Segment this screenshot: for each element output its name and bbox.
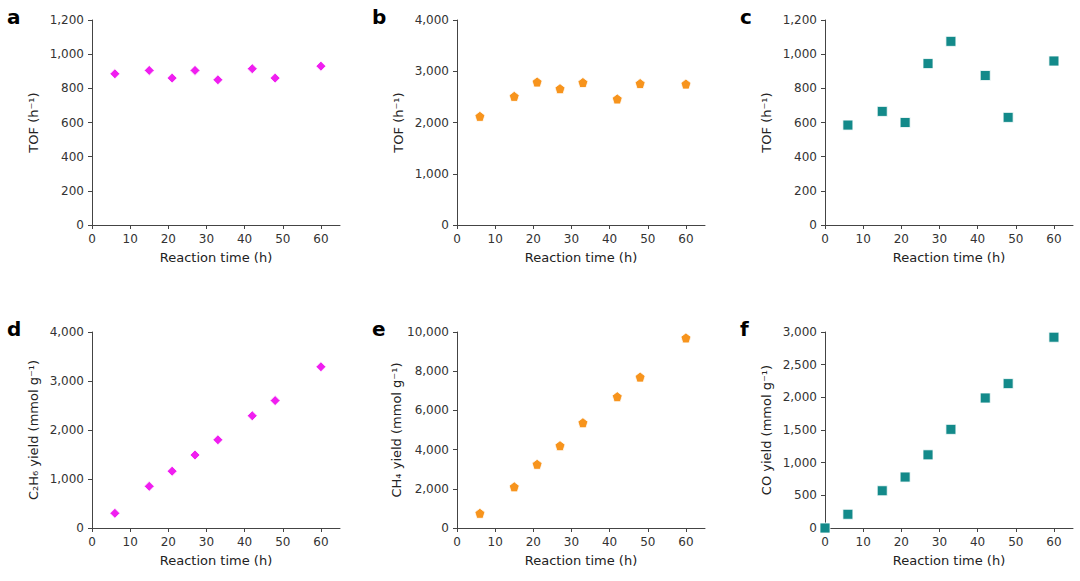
svg-text:10: 10 — [123, 232, 138, 246]
svg-text:Reaction time (h): Reaction time (h) — [160, 553, 272, 568]
svg-text:0: 0 — [88, 535, 96, 549]
svg-text:50: 50 — [1008, 535, 1023, 549]
svg-text:2,000: 2,000 — [50, 423, 84, 437]
svg-text:Reaction time (h): Reaction time (h) — [893, 250, 1005, 265]
svg-text:40: 40 — [970, 232, 985, 246]
svg-text:60: 60 — [313, 232, 328, 246]
svg-text:10: 10 — [488, 535, 503, 549]
svg-text:1,500: 1,500 — [783, 423, 817, 437]
svg-text:1,000: 1,000 — [50, 472, 84, 486]
svg-text:60: 60 — [678, 535, 693, 549]
svg-text:c: c — [740, 5, 752, 29]
svg-text:40: 40 — [237, 232, 252, 246]
svg-text:e: e — [372, 317, 386, 341]
svg-text:40: 40 — [602, 535, 617, 549]
svg-text:40: 40 — [970, 535, 985, 549]
svg-text:200: 200 — [794, 184, 817, 198]
svg-text:50: 50 — [275, 232, 290, 246]
svg-text:0: 0 — [88, 232, 96, 246]
svg-text:4,000: 4,000 — [415, 13, 449, 27]
svg-text:0: 0 — [76, 521, 84, 535]
svg-text:0: 0 — [441, 521, 449, 535]
svg-text:500: 500 — [794, 488, 817, 502]
svg-text:30: 30 — [564, 535, 579, 549]
svg-text:60: 60 — [678, 232, 693, 246]
svg-text:800: 800 — [61, 81, 84, 95]
svg-text:30: 30 — [564, 232, 579, 246]
svg-text:50: 50 — [275, 535, 290, 549]
svg-text:40: 40 — [237, 535, 252, 549]
svg-text:2,000: 2,000 — [415, 116, 449, 130]
svg-text:800: 800 — [794, 81, 817, 95]
svg-text:50: 50 — [640, 535, 655, 549]
svg-text:1,000: 1,000 — [50, 47, 84, 61]
svg-text:0: 0 — [821, 535, 829, 549]
svg-text:Reaction time (h): Reaction time (h) — [525, 250, 637, 265]
svg-text:200: 200 — [61, 184, 84, 198]
svg-text:20: 20 — [161, 232, 176, 246]
svg-text:Reaction time (h): Reaction time (h) — [893, 553, 1005, 568]
svg-text:50: 50 — [1008, 232, 1023, 246]
svg-text:6,000: 6,000 — [415, 403, 449, 417]
svg-text:10: 10 — [856, 535, 871, 549]
svg-text:0: 0 — [76, 218, 84, 232]
svg-text:400: 400 — [794, 150, 817, 164]
svg-text:0: 0 — [809, 218, 817, 232]
svg-text:1,000: 1,000 — [415, 167, 449, 181]
svg-text:10,000: 10,000 — [407, 325, 449, 339]
svg-text:4,000: 4,000 — [50, 325, 84, 339]
svg-text:TOF (h⁻¹): TOF (h⁻¹) — [391, 92, 406, 153]
svg-text:2,000: 2,000 — [415, 482, 449, 496]
svg-text:0: 0 — [821, 232, 829, 246]
svg-text:60: 60 — [313, 535, 328, 549]
svg-text:C₂H₆ yield (mmol g⁻¹): C₂H₆ yield (mmol g⁻¹) — [26, 360, 41, 500]
svg-text:0: 0 — [441, 218, 449, 232]
svg-text:600: 600 — [61, 116, 84, 130]
svg-text:CO yield (mmol g⁻¹): CO yield (mmol g⁻¹) — [759, 365, 774, 495]
svg-text:1,200: 1,200 — [783, 13, 817, 27]
svg-text:3,000: 3,000 — [783, 325, 817, 339]
svg-text:2,500: 2,500 — [783, 358, 817, 372]
svg-text:30: 30 — [199, 535, 214, 549]
svg-text:30: 30 — [932, 535, 947, 549]
svg-text:400: 400 — [61, 150, 84, 164]
svg-text:10: 10 — [488, 232, 503, 246]
svg-text:TOF (h⁻¹): TOF (h⁻¹) — [26, 92, 41, 153]
svg-text:40: 40 — [602, 232, 617, 246]
svg-text:CH₄ yield (mmol g⁻¹): CH₄ yield (mmol g⁻¹) — [389, 363, 404, 498]
svg-text:TOF (h⁻¹): TOF (h⁻¹) — [759, 92, 774, 153]
svg-text:1,200: 1,200 — [50, 13, 84, 27]
svg-text:20: 20 — [161, 535, 176, 549]
svg-text:0: 0 — [453, 232, 461, 246]
svg-text:3,000: 3,000 — [415, 64, 449, 78]
svg-text:20: 20 — [894, 535, 909, 549]
svg-text:Reaction time (h): Reaction time (h) — [525, 553, 637, 568]
svg-text:2,000: 2,000 — [783, 390, 817, 404]
svg-text:60: 60 — [1046, 232, 1061, 246]
svg-text:30: 30 — [199, 232, 214, 246]
svg-text:1,000: 1,000 — [783, 456, 817, 470]
svg-text:f: f — [740, 317, 749, 341]
svg-text:8,000: 8,000 — [415, 364, 449, 378]
svg-text:50: 50 — [640, 232, 655, 246]
svg-text:4,000: 4,000 — [415, 443, 449, 457]
svg-text:60: 60 — [1046, 535, 1061, 549]
svg-text:20: 20 — [526, 232, 541, 246]
svg-text:a: a — [7, 5, 21, 29]
svg-text:0: 0 — [809, 521, 817, 535]
svg-text:10: 10 — [856, 232, 871, 246]
svg-text:Reaction time (h): Reaction time (h) — [160, 250, 272, 265]
svg-text:0: 0 — [453, 535, 461, 549]
svg-text:600: 600 — [794, 116, 817, 130]
svg-text:20: 20 — [894, 232, 909, 246]
svg-text:1,000: 1,000 — [783, 47, 817, 61]
svg-text:3,000: 3,000 — [50, 374, 84, 388]
svg-text:10: 10 — [123, 535, 138, 549]
svg-text:30: 30 — [932, 232, 947, 246]
svg-text:b: b — [372, 5, 386, 29]
svg-text:20: 20 — [526, 535, 541, 549]
svg-text:d: d — [7, 317, 21, 341]
